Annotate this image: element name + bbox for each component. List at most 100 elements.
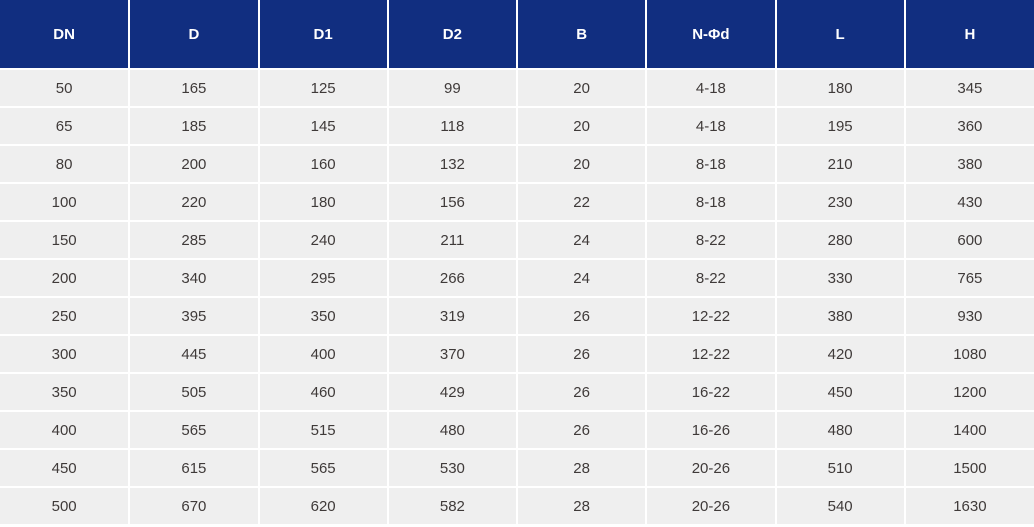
table-row: 50 165 125 99 20 4-18 180 345 — [0, 68, 1034, 107]
table-cell: 340 — [129, 258, 260, 297]
table-cell: 250 — [0, 296, 131, 335]
table-cell: 500 — [0, 486, 131, 524]
table-cell: 510 — [775, 448, 906, 487]
table-cell: 350 — [0, 372, 131, 411]
table-cell: 26 — [517, 334, 648, 373]
table-cell: 28 — [517, 448, 648, 487]
table-cell: 20 — [517, 106, 648, 145]
table-cell: 600 — [904, 220, 1034, 259]
table-cell: 8-22 — [646, 258, 777, 297]
table-cell: 12-22 — [646, 296, 777, 335]
table-cell: 1400 — [904, 410, 1034, 449]
table-row: 400 565 515 480 26 16-26 480 1400 — [0, 410, 1034, 449]
table-cell: 125 — [258, 68, 389, 107]
table-cell: 132 — [387, 144, 519, 183]
table-cell: 540 — [775, 486, 906, 524]
table-cell: 370 — [387, 334, 519, 373]
table-cell: 1630 — [904, 486, 1034, 524]
table-cell: 185 — [129, 106, 260, 145]
table-cell: 420 — [775, 334, 906, 373]
table-cell: 180 — [775, 68, 906, 107]
table-row: 300 445 400 370 26 12-22 420 1080 — [0, 334, 1034, 373]
table-cell: 450 — [775, 372, 906, 411]
table-cell: 565 — [129, 410, 260, 449]
table-cell: 220 — [129, 182, 260, 221]
table-cell: 210 — [775, 144, 906, 183]
header-cell-dn: DN — [0, 0, 131, 69]
table-row: 200 340 295 266 24 8-22 330 765 — [0, 258, 1034, 297]
table-cell: 480 — [387, 410, 519, 449]
table-cell: 50 — [0, 68, 131, 107]
table-row: 250 395 350 319 26 12-22 380 930 — [0, 296, 1034, 335]
table-cell: 1080 — [904, 334, 1034, 373]
table-cell: 530 — [387, 448, 519, 487]
header-cell-l: L — [775, 0, 906, 69]
table-cell: 118 — [387, 106, 519, 145]
table-cell: 380 — [904, 144, 1034, 183]
table-cell: 22 — [517, 182, 648, 221]
table-cell: 360 — [904, 106, 1034, 145]
table-cell: 1200 — [904, 372, 1034, 411]
table-cell: 8-18 — [646, 182, 777, 221]
table-cell: 8-22 — [646, 220, 777, 259]
table-cell: 99 — [387, 68, 519, 107]
table-cell: 20 — [517, 68, 648, 107]
table-cell: 505 — [129, 372, 260, 411]
table-row: 65 185 145 118 20 4-18 195 360 — [0, 106, 1034, 145]
header-cell-d2: D2 — [387, 0, 519, 69]
table-cell: 16-22 — [646, 372, 777, 411]
table-body: 50 165 125 99 20 4-18 180 345 65 185 145 118 20 4-18 1… — [0, 68, 1034, 524]
table-cell: 765 — [904, 258, 1034, 297]
table-cell: 150 — [0, 220, 131, 259]
table-cell: 8-18 — [646, 144, 777, 183]
table-cell: 26 — [517, 296, 648, 335]
table-cell: 670 — [129, 486, 260, 524]
table-cell: 480 — [775, 410, 906, 449]
table-cell: 26 — [517, 410, 648, 449]
table-cell: 460 — [258, 372, 389, 411]
table-cell: 266 — [387, 258, 519, 297]
table-cell: 615 — [129, 448, 260, 487]
table-cell: 395 — [129, 296, 260, 335]
table-cell: 429 — [387, 372, 519, 411]
table-cell: 24 — [517, 220, 648, 259]
table-cell: 240 — [258, 220, 389, 259]
table-cell: 26 — [517, 372, 648, 411]
table-cell: 24 — [517, 258, 648, 297]
table-cell: 20 — [517, 144, 648, 183]
table-row: 80 200 160 132 20 8-18 210 380 — [0, 144, 1034, 183]
table-cell: 145 — [258, 106, 389, 145]
table-cell: 400 — [0, 410, 131, 449]
table-cell: 156 — [387, 182, 519, 221]
table-row: 450 615 565 530 28 20-26 510 1500 — [0, 448, 1034, 487]
table-cell: 930 — [904, 296, 1034, 335]
table-cell: 20-26 — [646, 486, 777, 524]
table-cell: 20-26 — [646, 448, 777, 487]
table-cell: 345 — [904, 68, 1034, 107]
table-cell: 211 — [387, 220, 519, 259]
table-cell: 65 — [0, 106, 131, 145]
table-cell: 100 — [0, 182, 131, 221]
table-cell: 28 — [517, 486, 648, 524]
table-cell: 515 — [258, 410, 389, 449]
table-cell: 445 — [129, 334, 260, 373]
table-cell: 180 — [258, 182, 389, 221]
table-row: 350 505 460 429 26 16-22 450 1200 — [0, 372, 1034, 411]
table-header: DN D D1 D2 B N-Φd L H — [0, 0, 1034, 69]
table-cell: 1500 — [904, 448, 1034, 487]
table-cell: 319 — [387, 296, 519, 335]
table-cell: 450 — [0, 448, 131, 487]
header-cell-nphid: N-Φd — [646, 0, 777, 69]
table-row: 100 220 180 156 22 8-18 230 430 — [0, 182, 1034, 221]
table-cell: 582 — [387, 486, 519, 524]
table-cell: 160 — [258, 144, 389, 183]
table-cell: 330 — [775, 258, 906, 297]
table-cell: 4-18 — [646, 106, 777, 145]
table-row: 500 670 620 582 28 20-26 540 1630 — [0, 486, 1034, 524]
table-cell: 280 — [775, 220, 906, 259]
table-cell: 285 — [129, 220, 260, 259]
table-cell: 195 — [775, 106, 906, 145]
header-cell-h: H — [904, 0, 1034, 69]
